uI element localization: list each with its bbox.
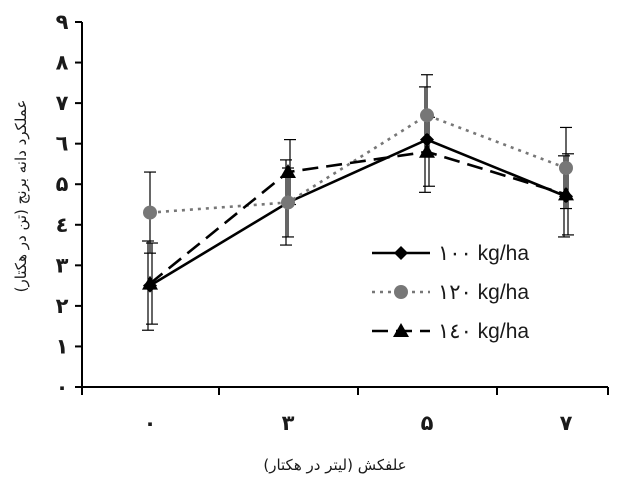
y-tick-label: ۹ bbox=[56, 10, 69, 34]
x-tick-label: ۷ bbox=[560, 411, 573, 435]
triangle-marker bbox=[558, 186, 574, 201]
circle-marker bbox=[143, 205, 157, 220]
y-tick-label: ۱ bbox=[56, 334, 69, 358]
y-tick-label: ۲ bbox=[56, 294, 69, 318]
circle-marker bbox=[281, 195, 295, 210]
diamond-marker bbox=[394, 246, 408, 260]
diamond-marker bbox=[420, 132, 434, 147]
triangle-marker bbox=[280, 164, 296, 179]
series-lines bbox=[149, 113, 567, 287]
legend: ۱۰۰ kg/ha ۱۲۰ kg/ha ۱٤۰ kg/ha bbox=[372, 242, 529, 343]
x-tick-label: ۵ bbox=[421, 411, 434, 435]
data-markers bbox=[142, 108, 574, 293]
y-axis-title: عملکرد دانه برنج (تن در هکتار) bbox=[12, 100, 30, 293]
triangle-marker bbox=[419, 143, 435, 158]
circle-marker bbox=[420, 108, 434, 123]
y-tick-label: ۳ bbox=[56, 253, 69, 277]
series-line bbox=[149, 150, 567, 285]
series-line bbox=[149, 138, 567, 287]
triangle-marker bbox=[393, 323, 409, 337]
circle-marker bbox=[559, 161, 573, 175]
y-tick-label: ۸ bbox=[56, 51, 69, 75]
x-tick-label: ۳ bbox=[282, 411, 295, 435]
x-tick-label: ۰ bbox=[144, 411, 157, 435]
y-tick-label: ۷ bbox=[56, 91, 69, 115]
circle-marker bbox=[394, 285, 408, 299]
y-tick-label: ۵ bbox=[56, 172, 69, 196]
legend-label: ۱٤۰ kg/ha bbox=[438, 320, 529, 343]
y-tick-label: ٦ bbox=[56, 132, 69, 156]
chart-axes: ۰ ۱ ۲ ۳ ٤ ۵ ٦ ۷ ۸ ۹ ۰ ۳ ۵ ۷ bbox=[56, 10, 609, 435]
y-tick-label: ٤ bbox=[56, 213, 69, 237]
y-tick-label: ۰ bbox=[56, 375, 69, 399]
triangle-marker bbox=[142, 275, 158, 290]
series-line bbox=[149, 113, 567, 214]
x-axis-title: علفکش (لیتر در هکتار) bbox=[263, 456, 406, 474]
legend-label: ۱۲۰ kg/ha bbox=[438, 281, 529, 304]
legend-label: ۱۰۰ kg/ha bbox=[438, 242, 529, 265]
